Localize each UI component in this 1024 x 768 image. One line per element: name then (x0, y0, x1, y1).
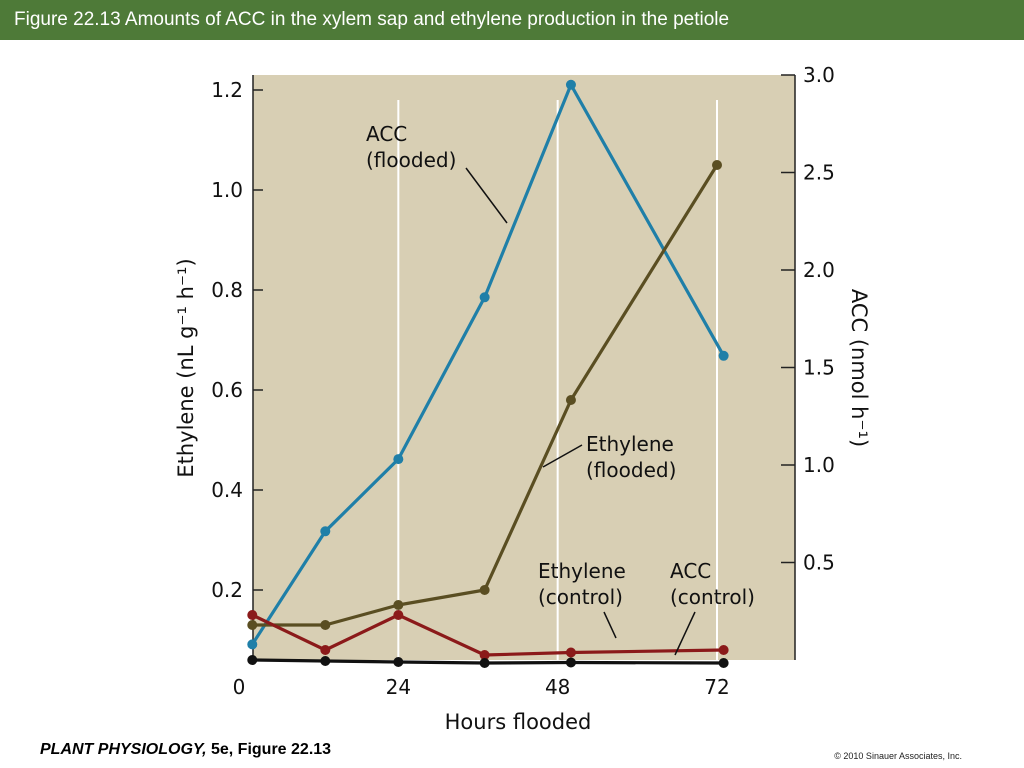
data-point-ethylene-flooded (712, 160, 722, 170)
data-point-acc-control (247, 655, 258, 665)
annotation-line: Ethylene (538, 559, 626, 583)
y-right-tick-label: 3.0 (803, 63, 835, 87)
data-point-acc-control (320, 656, 331, 666)
data-point-acc-flooded (320, 526, 331, 537)
y-left-tick-label: 0.6 (211, 378, 243, 402)
data-point-ethylene-control (565, 647, 576, 658)
y-left-tick-label: 0.4 (211, 478, 243, 502)
series-line-acc-flooded (250, 83, 726, 646)
data-point-ethylene-flooded (393, 600, 404, 610)
y-right-tick-label: 2.0 (803, 258, 835, 282)
plot-background (253, 75, 795, 660)
x-tick-label: 24 (386, 675, 411, 699)
gridlines (397, 100, 718, 660)
y-left-tick-label: 0.8 (211, 278, 243, 302)
data-point-acc-control (393, 657, 404, 667)
data-point-ethylene-control (718, 645, 729, 655)
annotation-acc-flooded: ACC (flooded) (366, 122, 456, 172)
annotation-ethylene-control: Ethylene (control) (538, 559, 626, 609)
annotation-line: (flooded) (586, 458, 676, 482)
data-point-ethylene-flooded (320, 620, 331, 630)
annotation-ethylene-flooded: Ethylene (flooded) (586, 432, 676, 482)
leader-line-ethylene-flooded (542, 444, 583, 468)
y-left-tick-label: 1.0 (211, 178, 243, 202)
leader-line-acc-control (674, 611, 696, 656)
book-citation: PLANT PHYSIOLOGY, 5e, Figure 22.13 (40, 741, 331, 759)
annotation-line: (control) (670, 585, 755, 609)
series-line-ethylene-flooded (252, 164, 719, 627)
data-point-acc-control (565, 657, 576, 668)
annotation-line: (flooded) (366, 148, 456, 172)
annotation-line: (control) (538, 585, 623, 609)
axes (252, 74, 796, 660)
data-point-acc-flooded (479, 292, 490, 303)
page-title: Figure 22.13 Amounts of ACC in the xylem… (0, 0, 1024, 40)
x-tick-label: 72 (704, 675, 729, 699)
annotations: ACC (flooded)Ethylene (flooded)Ethylene (co… (366, 122, 755, 656)
tick-labels: 0.2 0.4 0.6 0.8 1.0 1.2 0.5 1.0 1.5 2.0 2.5 3.0 0 24 4… (211, 63, 835, 699)
y-right-tick-label: 2.5 (803, 161, 835, 185)
data-point-ethylene-control (320, 645, 331, 655)
data-point-ethylene-flooded (247, 620, 258, 630)
data-point-acc-flooded (718, 350, 729, 361)
y-axis-left-title: Ethylene (nL g⁻¹ h⁻¹) (174, 258, 198, 477)
annotation-line: ACC (670, 559, 711, 583)
series-points (247, 79, 729, 668)
leader-line-ethylene-control (603, 611, 617, 639)
series-lines (250, 83, 726, 665)
y-right-tick-label: 0.5 (803, 551, 835, 575)
annotation-line: ACC (366, 122, 407, 146)
data-point-acc-flooded (393, 454, 404, 465)
book-edition: 5e, Figure 22.13 (206, 741, 332, 758)
data-point-ethylene-control (393, 610, 404, 620)
data-point-ethylene-control (247, 610, 258, 620)
data-point-ethylene-flooded (565, 395, 576, 405)
book-title: PLANT PHYSIOLOGY, (40, 741, 207, 758)
data-point-ethylene-control (479, 650, 490, 660)
data-point-acc-control (479, 658, 490, 668)
annotation-acc-control: ACC (control) (670, 559, 755, 609)
data-point-acc-flooded (247, 639, 258, 650)
x-axis-title: Hours flooded (445, 710, 592, 734)
x-tick-label: 48 (545, 675, 570, 699)
data-point-ethylene-flooded (479, 585, 490, 595)
y-right-tick-label: 1.5 (803, 356, 835, 380)
y-right-tick-label: 1.0 (803, 453, 835, 477)
data-point-acc-flooded (565, 79, 576, 90)
y-axis-right-title: ACC (nmol h⁻¹) (847, 289, 871, 447)
x-tick-label: 0 (233, 675, 246, 699)
data-point-acc-control (718, 658, 729, 668)
copyright: © 2010 Sinauer Associates, Inc. (834, 751, 962, 761)
leader-line-acc-flooded (465, 167, 508, 224)
y-left-tick-label: 1.2 (211, 78, 243, 102)
annotation-line: Ethylene (586, 432, 674, 456)
y-left-tick-label: 0.2 (211, 578, 243, 602)
series-line-ethylene-control (251, 613, 724, 657)
series-line-acc-control (252, 658, 724, 665)
